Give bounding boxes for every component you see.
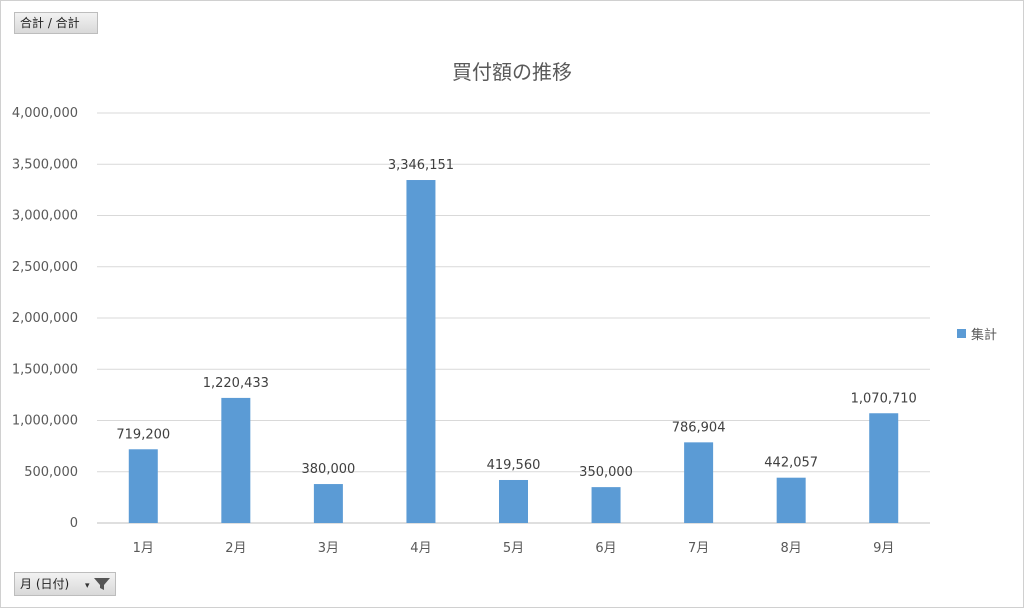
data-label: 3,346,151 [388, 158, 454, 173]
data-label: 786,904 [672, 420, 726, 435]
y-tick-label: 1,000,000 [12, 414, 78, 429]
x-tick-label: 7月 [688, 541, 709, 556]
data-label: 380,000 [302, 462, 356, 477]
y-tick-label: 3,000,000 [12, 209, 78, 224]
y-tick-label: 2,500,000 [12, 260, 78, 275]
data-label: 719,200 [116, 427, 170, 442]
axis-field-label: 月 (日付) [20, 577, 70, 591]
y-tick-label: 500,000 [24, 465, 78, 480]
x-tick-label: 2月 [225, 541, 246, 556]
data-label: 442,057 [764, 456, 818, 471]
y-tick-label: 0 [70, 516, 78, 531]
bar [406, 180, 436, 523]
values-field-button[interactable]: 合計 / 合計 [14, 12, 98, 34]
x-tick-label: 8月 [781, 541, 802, 556]
y-tick-label: 4,000,000 [12, 106, 78, 121]
legend[interactable]: 集計 [957, 324, 997, 343]
legend-swatch [957, 329, 966, 338]
bar [313, 484, 343, 523]
chart-title: 買付額の推移 [452, 60, 572, 84]
bar [499, 479, 528, 523]
bar [591, 487, 621, 523]
legend-label: 集計 [971, 328, 998, 343]
bar [684, 442, 714, 523]
data-label: 350,000 [579, 465, 633, 480]
y-tick-label: 3,500,000 [12, 157, 78, 172]
axis-field-button[interactable]: 月 (日付) ▾ [14, 572, 116, 596]
x-tick-label: 4月 [410, 541, 431, 556]
x-tick-label: 5月 [503, 541, 524, 556]
data-label: 419,560 [487, 458, 541, 473]
values-field-label: 合計 / 合計 [20, 16, 80, 30]
svg-text:▾: ▾ [85, 581, 90, 591]
x-tick-label: 1月 [133, 541, 154, 556]
bar [128, 449, 158, 523]
bar [221, 397, 251, 523]
x-tick-label: 6月 [595, 541, 616, 556]
x-tick-label: 3月 [318, 541, 339, 556]
bar [869, 413, 899, 523]
filter-icon[interactable]: ▾ [85, 576, 111, 597]
y-tick-label: 2,000,000 [12, 311, 78, 326]
data-label: 1,220,433 [203, 376, 269, 391]
y-tick-label: 1,500,000 [12, 362, 78, 377]
bar [776, 477, 806, 523]
data-label: 1,070,710 [851, 391, 917, 406]
x-tick-label: 9月 [873, 541, 894, 556]
